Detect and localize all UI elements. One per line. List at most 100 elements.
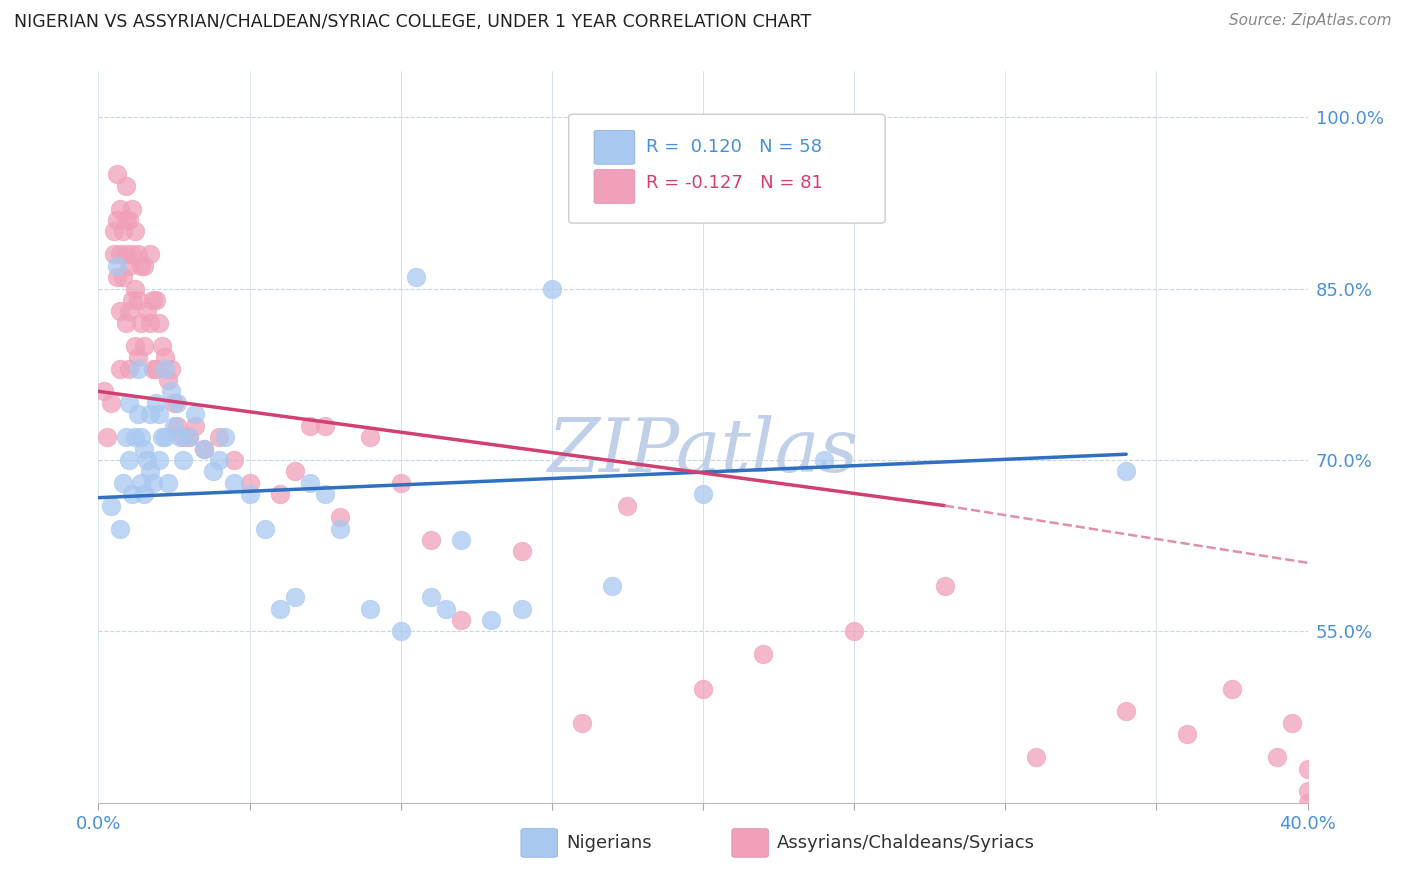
Point <box>224 453 246 467</box>
Point <box>163 396 186 410</box>
Point <box>752 647 775 661</box>
Point <box>132 259 155 273</box>
Point <box>160 361 183 376</box>
Point <box>127 247 149 261</box>
Point <box>108 202 131 216</box>
Point <box>1115 464 1137 478</box>
Point <box>156 475 179 490</box>
Point <box>103 224 125 238</box>
Point <box>132 487 155 501</box>
Point <box>114 430 136 444</box>
Point <box>1175 727 1198 741</box>
Point <box>142 361 165 376</box>
Point <box>103 247 125 261</box>
Point <box>111 475 134 490</box>
Text: ZIPatlas: ZIPatlas <box>547 416 859 488</box>
Point <box>299 418 322 433</box>
Point <box>193 442 215 456</box>
Point <box>269 601 291 615</box>
Point <box>139 316 162 330</box>
Point <box>450 533 472 547</box>
Point <box>299 475 322 490</box>
Point <box>434 601 457 615</box>
Point <box>142 475 165 490</box>
Point <box>208 430 231 444</box>
Point <box>329 521 352 535</box>
Point <box>135 453 157 467</box>
Point <box>481 613 503 627</box>
Point <box>420 590 443 604</box>
Point <box>813 453 835 467</box>
Point <box>108 247 131 261</box>
Point <box>145 396 167 410</box>
Text: R = -0.127   N = 81: R = -0.127 N = 81 <box>647 174 823 192</box>
Text: Assyrians/Chaldeans/Syriacs: Assyrians/Chaldeans/Syriacs <box>776 834 1035 852</box>
Point <box>692 681 714 696</box>
Point <box>124 430 146 444</box>
Point <box>616 499 638 513</box>
Point <box>127 350 149 364</box>
Point <box>239 475 262 490</box>
Point <box>121 247 143 261</box>
Point <box>129 430 152 444</box>
Point <box>166 418 188 433</box>
Point <box>105 270 128 285</box>
Point <box>145 361 167 376</box>
Point <box>571 715 593 730</box>
Point <box>224 475 246 490</box>
Point <box>153 430 176 444</box>
Point <box>129 475 152 490</box>
Point <box>121 202 143 216</box>
Point <box>389 624 412 639</box>
Point <box>208 453 231 467</box>
Point <box>153 350 176 364</box>
Point <box>1220 681 1243 696</box>
Point <box>269 487 291 501</box>
Point <box>540 281 562 295</box>
Point <box>127 293 149 307</box>
Point <box>844 624 866 639</box>
Point <box>934 579 956 593</box>
Point <box>1296 784 1319 798</box>
Point <box>163 418 186 433</box>
Point <box>139 247 162 261</box>
Point <box>100 499 122 513</box>
Point <box>253 521 276 535</box>
Point <box>142 293 165 307</box>
Point <box>148 407 170 421</box>
Point <box>360 601 382 615</box>
Point <box>118 396 141 410</box>
Point <box>239 487 262 501</box>
Text: Nigerians: Nigerians <box>565 834 651 852</box>
Point <box>96 430 118 444</box>
Point <box>114 213 136 227</box>
Point <box>389 475 412 490</box>
Point <box>139 464 162 478</box>
Point <box>132 442 155 456</box>
Point <box>114 178 136 193</box>
Point <box>360 430 382 444</box>
Point <box>153 361 176 376</box>
Point <box>179 430 201 444</box>
Point <box>118 453 141 467</box>
Point <box>124 338 146 352</box>
Point <box>118 213 141 227</box>
Point <box>1024 750 1046 764</box>
Point <box>148 453 170 467</box>
Point <box>150 338 173 352</box>
Point <box>1281 715 1303 730</box>
Point <box>166 396 188 410</box>
Point <box>108 304 131 318</box>
Point <box>105 213 128 227</box>
Point <box>160 384 183 399</box>
Point <box>405 270 427 285</box>
Point <box>314 487 336 501</box>
Point <box>124 224 146 238</box>
Point <box>1267 750 1289 764</box>
Point <box>510 601 533 615</box>
Point <box>184 407 207 421</box>
Point <box>214 430 236 444</box>
Point <box>602 579 624 593</box>
Point <box>172 430 194 444</box>
Point <box>127 407 149 421</box>
